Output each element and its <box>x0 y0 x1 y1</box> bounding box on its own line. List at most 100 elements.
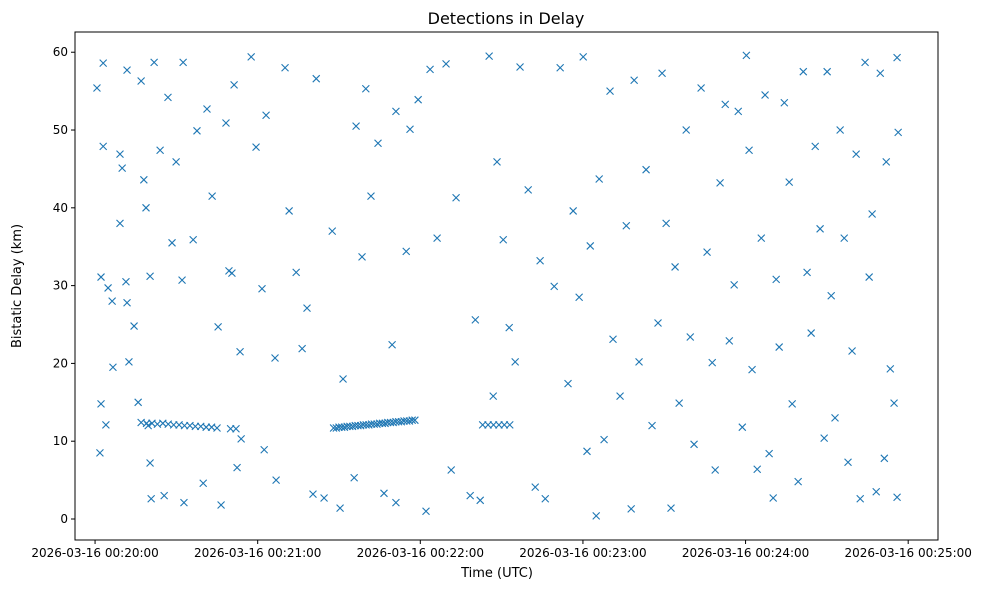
x-tick-label: 2026-03-16 00:25:00 <box>844 546 971 560</box>
x-marker-stroke <box>96 448 104 457</box>
x-marker-stroke <box>402 417 411 425</box>
x-marker-stroke <box>831 413 839 422</box>
x-marker-stroke <box>757 234 766 243</box>
x-marker-stroke <box>320 494 328 502</box>
x-marker-stroke <box>388 340 397 349</box>
data-point <box>328 227 337 236</box>
data-point <box>172 158 180 166</box>
x-marker-stroke <box>352 122 360 131</box>
x-marker-stroke <box>402 247 411 256</box>
x-marker-stroke <box>769 494 778 502</box>
data-point <box>868 210 877 218</box>
x-marker-stroke <box>716 179 724 187</box>
x-marker-stroke <box>172 158 180 166</box>
x-marker-stroke <box>861 58 869 67</box>
data-point <box>476 496 485 505</box>
x-tick-label: 2026-03-16 00:20:00 <box>31 546 158 560</box>
x-marker-stroke <box>285 207 294 215</box>
x-marker-stroke <box>309 490 317 498</box>
data-point <box>745 146 753 155</box>
data-point <box>123 66 131 75</box>
data-point <box>109 363 117 372</box>
data-point <box>586 242 595 250</box>
x-marker-stroke <box>292 268 301 277</box>
data-point <box>142 203 150 212</box>
x-marker-stroke <box>893 493 901 502</box>
data-point <box>516 63 524 71</box>
x-marker-stroke <box>667 504 675 512</box>
data-point <box>734 107 743 116</box>
x-marker-stroke <box>142 203 150 212</box>
x-marker-stroke <box>816 224 824 233</box>
data-point <box>811 142 820 151</box>
data-point <box>630 76 639 85</box>
data-point <box>606 87 614 96</box>
data-point <box>627 504 636 513</box>
x-marker-stroke <box>258 284 266 293</box>
x-marker-stroke <box>370 420 379 428</box>
x-marker-stroke <box>524 186 533 194</box>
x-marker-stroke <box>146 459 154 467</box>
x-marker-stroke <box>271 354 279 362</box>
data-point <box>180 498 188 507</box>
x-marker-stroke <box>882 158 891 166</box>
x-marker-stroke <box>179 58 188 67</box>
x-marker-stroke <box>134 398 143 407</box>
x-marker-stroke <box>682 126 691 134</box>
data-point <box>116 219 124 228</box>
x-axis-label: Time (UTC) <box>460 566 533 581</box>
x-marker-stroke <box>807 329 816 337</box>
data-point <box>303 304 311 313</box>
x-marker-stroke <box>164 93 172 102</box>
data-point <box>139 175 148 184</box>
x-marker-stroke <box>381 419 389 428</box>
x-marker-stroke <box>122 277 130 286</box>
data-point <box>725 336 734 345</box>
x-marker-stroke <box>856 494 865 503</box>
data-point <box>388 340 397 349</box>
data-point <box>848 347 856 355</box>
data-point <box>222 119 230 127</box>
x-tick-label: 2026-03-16 00:24:00 <box>682 546 809 560</box>
x-marker-stroke <box>228 269 236 278</box>
x-marker-stroke <box>569 207 578 215</box>
data-point <box>271 354 279 362</box>
data-point <box>861 58 869 67</box>
data-point <box>671 263 679 271</box>
x-marker-stroke <box>609 335 617 344</box>
x-marker-stroke <box>374 139 382 148</box>
data-point <box>836 126 845 134</box>
x-marker-stroke <box>298 344 307 353</box>
y-tick-label: 50 <box>53 123 68 137</box>
x-marker-stroke <box>531 483 540 491</box>
x-marker-stroke <box>711 466 720 474</box>
data-point <box>104 284 112 292</box>
x-marker-stroke <box>872 487 881 496</box>
data-point <box>236 347 244 356</box>
data-point <box>203 105 211 113</box>
data-point <box>893 53 901 62</box>
x-marker-stroke <box>447 466 456 474</box>
x-marker-stroke <box>392 498 400 507</box>
data-point <box>367 192 375 201</box>
x-marker-stroke <box>328 227 337 236</box>
data-point <box>648 421 656 430</box>
data-point <box>511 357 520 366</box>
data-point <box>556 63 565 72</box>
data-point <box>260 445 269 454</box>
data-point <box>505 323 514 332</box>
x-marker-stroke <box>358 252 366 261</box>
x-marker-stroke <box>116 150 124 159</box>
y-axis: 0 10 20 30 40 50 60 <box>53 45 75 526</box>
data-point <box>262 111 270 120</box>
data-point <box>147 494 156 503</box>
data-point <box>765 449 774 458</box>
x-marker-stroke <box>252 143 260 152</box>
y-tick-label: 0 <box>60 512 68 526</box>
x-marker-stroke <box>397 417 406 426</box>
x-marker-stroke <box>823 67 832 76</box>
x-marker-stroke <box>703 248 711 257</box>
x-marker-stroke <box>410 416 419 425</box>
x-marker-stroke <box>886 364 895 373</box>
data-point <box>505 420 514 429</box>
